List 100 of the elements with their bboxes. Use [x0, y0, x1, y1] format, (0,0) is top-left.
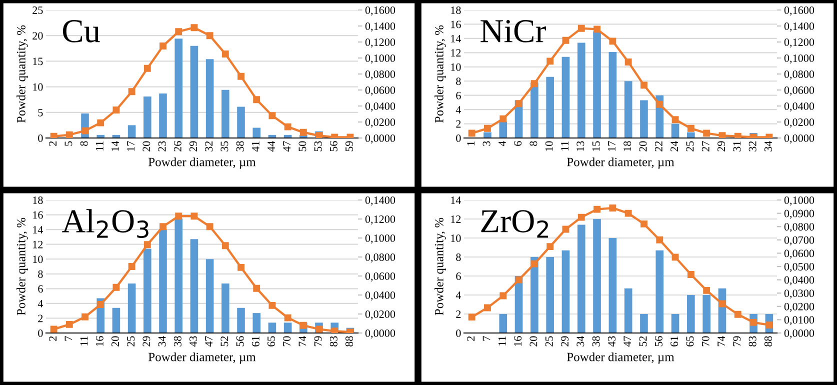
y-tick-label: 2 — [456, 310, 461, 318]
x-tick-label: 29 — [718, 141, 726, 152]
bar — [546, 257, 554, 333]
bar — [206, 259, 214, 333]
x-tick-label: 18 — [624, 141, 632, 151]
y-tick-label: 0 — [38, 134, 43, 142]
x-tick-label: 8 — [80, 141, 88, 146]
y2-tick-label: 0,0000 — [784, 134, 814, 144]
x-tick-label: 56 — [236, 336, 244, 346]
point — [515, 276, 522, 284]
x-tick-label: 14 — [112, 140, 119, 151]
point — [718, 132, 726, 138]
y-tick-label: 10 — [33, 256, 43, 264]
point — [640, 220, 648, 228]
x-tick-label: 20 — [111, 336, 119, 346]
y2-tick-label: 0,1400 — [784, 22, 814, 32]
point — [300, 322, 307, 329]
point — [82, 127, 88, 134]
bar — [206, 59, 214, 138]
y2-tick-label: 0,0200 — [784, 302, 814, 312]
point — [594, 206, 600, 213]
point — [640, 82, 648, 89]
point — [284, 123, 292, 130]
point — [484, 124, 491, 132]
chart-title: ZrO$_{2}$ — [481, 210, 548, 238]
point — [484, 304, 491, 312]
y2-tick-label: 0,0000 — [784, 329, 814, 339]
x-tick-label: 34 — [764, 140, 772, 152]
x-tick-label: 56 — [654, 336, 662, 346]
y-tick-label: 10 — [33, 83, 43, 91]
point — [656, 236, 664, 244]
x-tick-label: 2 — [49, 336, 56, 341]
bar — [499, 314, 508, 333]
x-tick-label: 25 — [127, 336, 135, 346]
point — [222, 50, 229, 58]
chart-title: NiCr — [480, 20, 546, 42]
y-tick-label: 4 — [38, 300, 44, 308]
point — [594, 26, 600, 33]
x-tick-label: 44 — [268, 140, 275, 152]
y-tick-label: 2 — [38, 314, 43, 322]
x-tick-label: 38 — [174, 336, 182, 346]
y2-tick-label: 0,0800 — [365, 70, 396, 80]
x-tick-label: 25 — [545, 336, 553, 346]
y2-tick-label: 0,0800 — [784, 223, 814, 232]
x-axis-title: Powder diameter, µm — [567, 157, 674, 169]
x-tick-label: 52 — [220, 336, 228, 346]
point — [578, 214, 585, 221]
bar — [222, 283, 230, 333]
x-tick-label: 23 — [158, 141, 166, 152]
point — [190, 24, 198, 32]
bar — [577, 42, 586, 138]
point — [500, 292, 507, 300]
x-tick-label: 47 — [205, 336, 212, 347]
x-tick-label: 83 — [748, 336, 756, 346]
bar — [284, 322, 292, 333]
y2-tick-label: 0,0900 — [784, 210, 814, 219]
x-tick-label: 88 — [345, 336, 353, 346]
y-tick-label: 12 — [451, 215, 461, 223]
point — [672, 254, 679, 261]
point — [253, 96, 260, 104]
point — [160, 42, 166, 50]
x-tick-label: 79 — [733, 336, 741, 346]
point — [112, 284, 120, 291]
x-tick-label: 20 — [639, 141, 647, 152]
y-tick-label: 6 — [456, 272, 461, 280]
x-axis-title: Powder diameter, µm — [567, 352, 674, 364]
y-tick-label: 14 — [451, 196, 462, 204]
y2-tick-label: 0,0300 — [784, 290, 814, 299]
bar — [174, 218, 182, 333]
x-tick-label: 8 — [530, 141, 538, 146]
y2-tick-label: 0,1200 — [365, 38, 396, 48]
x-tick-label: 11 — [96, 141, 104, 150]
y2-tick-label: 0,0600 — [784, 86, 814, 96]
x-tick-label: 31 — [733, 141, 741, 152]
bar — [174, 38, 182, 138]
y2-tick-label: 0,1000 — [784, 196, 814, 206]
point — [468, 314, 476, 321]
point — [82, 313, 88, 320]
y2-tick-label: 0,0100 — [784, 316, 814, 326]
y-tick-label: 16 — [33, 211, 43, 219]
point — [97, 301, 104, 308]
x-tick-label: 22 — [654, 141, 662, 152]
point — [50, 326, 58, 333]
point — [316, 326, 322, 333]
point — [253, 284, 260, 292]
x-tick-label: 2 — [467, 336, 474, 341]
y-tick-label: 2 — [456, 120, 461, 128]
y-tick-label: 25 — [32, 6, 43, 14]
y2-tick-label: 0,1200 — [784, 38, 814, 48]
y2-tick-label: 0,0600 — [365, 86, 396, 96]
x-tick-label: 16 — [96, 336, 104, 346]
x-tick-label: 32 — [205, 141, 213, 152]
y-tick-label: 4 — [456, 106, 462, 114]
y-tick-label: 15 — [33, 58, 43, 66]
point — [703, 286, 710, 294]
x-axis-title: Powder diameter, µm — [148, 352, 256, 364]
point — [624, 58, 632, 66]
x-tick-label: 17 — [127, 141, 134, 151]
x-tick-label: 38 — [592, 336, 600, 346]
y-tick-label: 8 — [456, 78, 461, 86]
